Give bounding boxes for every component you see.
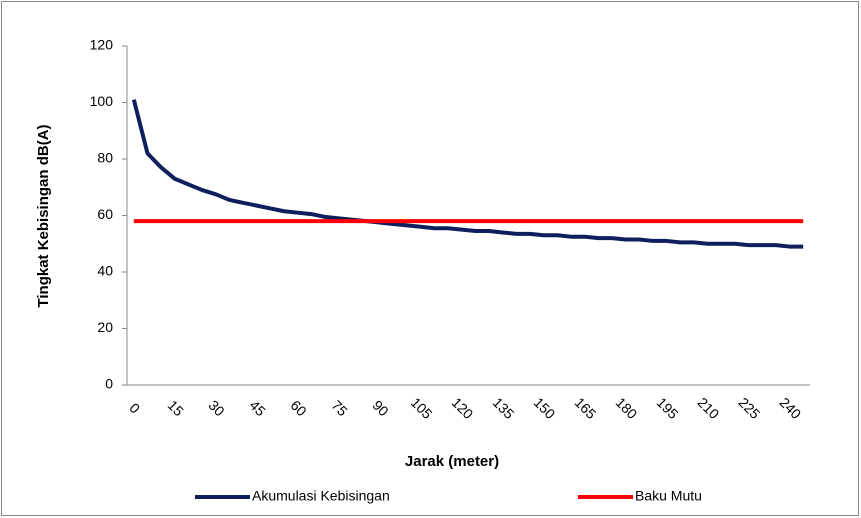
y-tick-label: 120 — [90, 37, 114, 53]
y-tick-label: 100 — [90, 93, 114, 109]
y-tick-label: 40 — [97, 263, 113, 279]
y-axis-label: Tingkat Kebisingan dB(A) — [35, 124, 52, 307]
y-tick-label: 0 — [105, 376, 113, 392]
y-tick-label: 20 — [97, 319, 113, 335]
legend-label: Akumulasi Kebisingan — [252, 488, 390, 504]
series-line — [131, 99, 804, 249]
y-tick-label: 60 — [97, 206, 113, 222]
x-axis-label: Jarak (meter) — [405, 453, 499, 470]
y-tick-label: 80 — [97, 150, 113, 166]
legend-label: Baku Mutu — [635, 488, 702, 504]
